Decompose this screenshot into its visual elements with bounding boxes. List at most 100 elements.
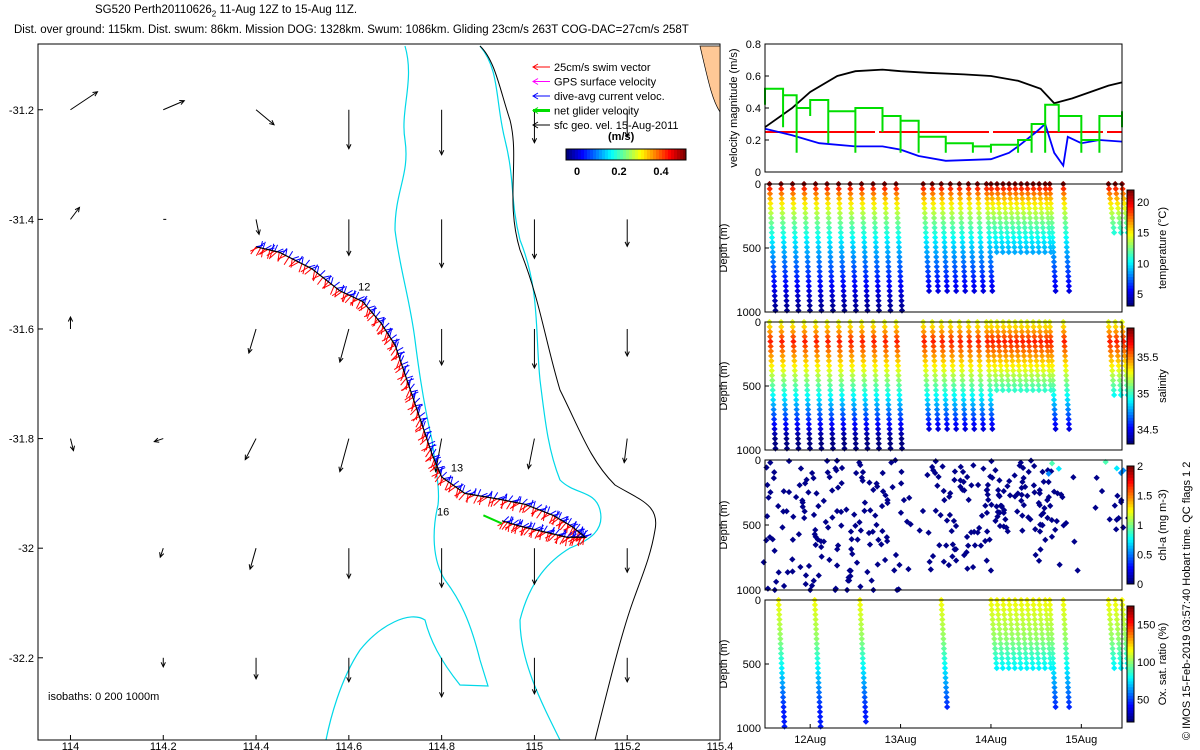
current-vector (419, 412, 426, 418)
data-point (770, 273, 777, 280)
data-point (1051, 416, 1059, 423)
data-point (838, 464, 846, 472)
current-vector (567, 517, 572, 525)
data-point (1028, 645, 1035, 652)
data-point (1115, 514, 1122, 522)
data-point (851, 511, 858, 518)
data-point (782, 273, 789, 280)
y-tick-label: 0 (755, 179, 761, 191)
colorbar-cell (644, 149, 648, 160)
current-vector (462, 484, 466, 492)
data-point (862, 411, 869, 418)
swim-vector (391, 353, 399, 361)
data-point (817, 425, 824, 433)
data-point (802, 572, 810, 579)
data-point (991, 645, 999, 652)
data-point (949, 541, 956, 548)
data-point (960, 401, 967, 408)
data-point (767, 489, 774, 496)
data-point (816, 411, 823, 418)
colorbar-cell (1127, 253, 1134, 258)
swim-vector (514, 525, 518, 535)
chla-frame (764, 459, 1123, 591)
data-point (816, 694, 823, 701)
y-tick-label: -32.2 (9, 653, 34, 665)
sfc-vector-head (624, 241, 630, 248)
data-point (1049, 367, 1056, 374)
data-point (1019, 527, 1026, 534)
current-vector (282, 248, 288, 255)
colorbar-cell (674, 149, 678, 160)
swim-vector (300, 266, 309, 273)
data-point (1037, 195, 1044, 202)
current-vector (437, 465, 445, 469)
colorbar-tick: 35.5 (1137, 352, 1158, 364)
swim-vector (536, 531, 545, 538)
colorbar-cell (1127, 339, 1134, 343)
data-point (789, 556, 796, 563)
data-point (1035, 244, 1042, 251)
data-point (1049, 655, 1057, 662)
data-point (782, 411, 789, 418)
data-point (789, 328, 797, 335)
current-vector (319, 270, 326, 276)
depth-ylabel: Depth (m) (718, 224, 730, 273)
data-point (1038, 343, 1045, 350)
data-point (766, 328, 774, 335)
colorbar-cell (1127, 646, 1134, 650)
data-point (886, 297, 894, 304)
data-point (1047, 333, 1054, 340)
data-point (771, 287, 778, 295)
data-point (772, 307, 779, 314)
current-vector (371, 306, 377, 313)
data-point (779, 684, 786, 691)
data-point (1014, 348, 1021, 355)
data-point (1041, 382, 1048, 389)
y-tick-label: 0.6 (746, 71, 761, 83)
data-point (1110, 655, 1117, 662)
data-point (813, 348, 821, 355)
data-point (856, 519, 863, 526)
colorbar-cell (1127, 303, 1134, 307)
data-point (1110, 224, 1117, 231)
data-point (825, 357, 832, 365)
data-point (980, 465, 987, 472)
colorbar-cell (1127, 368, 1134, 372)
data-point (1041, 248, 1049, 256)
data-point (878, 502, 886, 510)
data-point (849, 550, 856, 558)
current-vector (422, 420, 426, 428)
data-point (812, 621, 819, 628)
data-point (1061, 343, 1068, 350)
data-point (1031, 195, 1038, 202)
data-point (865, 529, 873, 537)
y-tick-label: 0 (755, 595, 761, 607)
data-point (1026, 621, 1033, 628)
data-point (1106, 333, 1113, 340)
data-point (1116, 219, 1123, 227)
data-point (1064, 391, 1071, 399)
swim-vector (425, 456, 434, 462)
data-point (795, 531, 803, 538)
data-point (896, 263, 904, 270)
data-point (1050, 664, 1057, 672)
data-point (1063, 377, 1070, 384)
data-point (1014, 508, 1021, 515)
data-point (1112, 328, 1120, 335)
data-point (829, 307, 837, 314)
colorbar-tick: 34.5 (1137, 425, 1158, 437)
data-point (835, 328, 843, 335)
colorbar-cell (1127, 681, 1134, 685)
colorbar-cell (1127, 661, 1134, 665)
sfc-vector (255, 219, 260, 235)
data-point (980, 425, 987, 433)
colorbar-tick: 2 (1137, 461, 1143, 473)
colorbar-cell (1127, 210, 1134, 214)
data-point (995, 621, 1003, 628)
data-point (790, 348, 798, 355)
data-point (778, 338, 786, 345)
data-point (1013, 611, 1020, 618)
data-point (802, 580, 809, 588)
data-point (999, 664, 1006, 672)
data-point (1051, 273, 1058, 280)
